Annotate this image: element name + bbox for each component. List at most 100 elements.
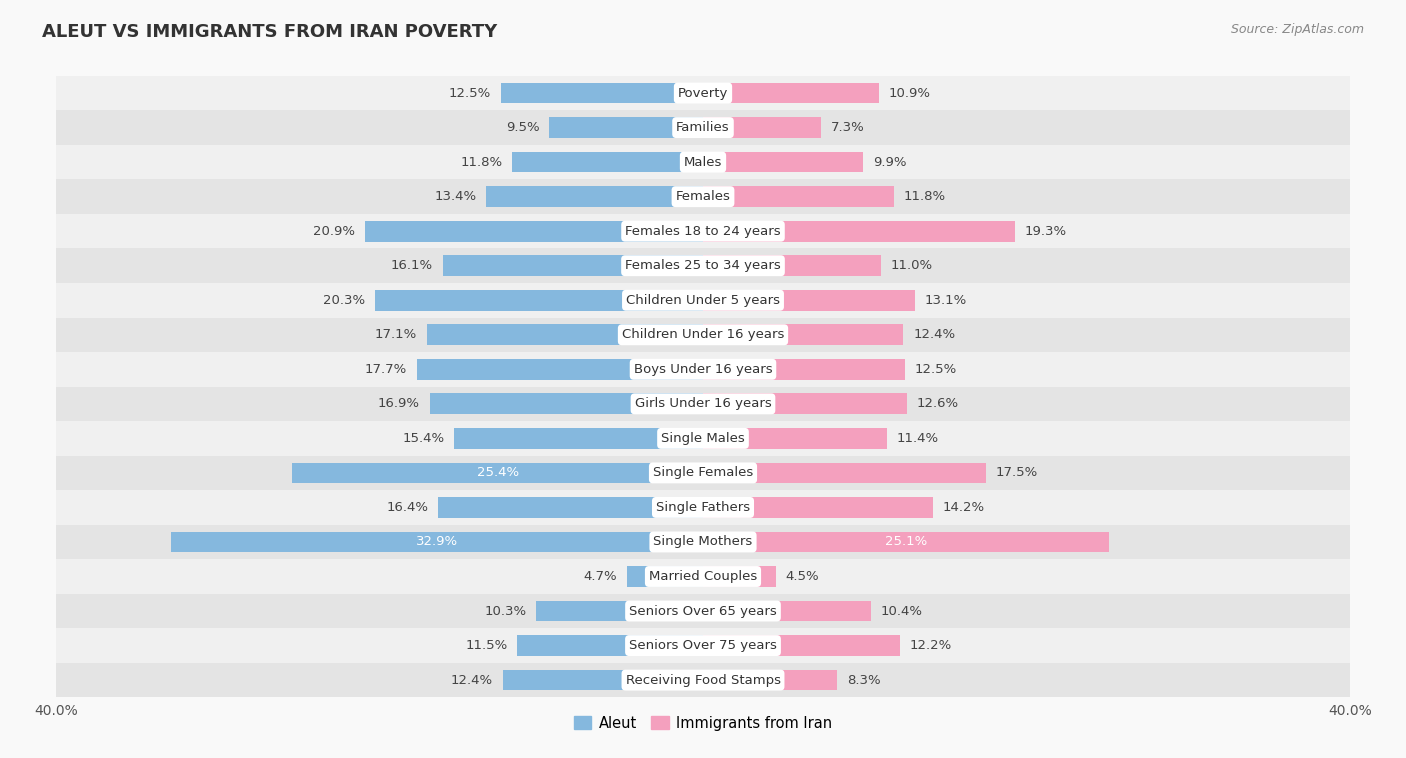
Bar (172, 531, 703, 553)
Bar (56, 387, 1350, 421)
Text: 11.0%: 11.0% (890, 259, 932, 272)
Bar (292, 462, 703, 484)
Bar (537, 600, 703, 622)
Text: 13.1%: 13.1% (925, 294, 967, 307)
Text: 19.3%: 19.3% (1025, 224, 1067, 238)
Text: Females: Females (675, 190, 731, 203)
Text: 32.9%: 32.9% (416, 535, 458, 549)
Text: 25.4%: 25.4% (477, 466, 519, 479)
Bar (430, 393, 703, 414)
Text: Children Under 16 years: Children Under 16 years (621, 328, 785, 341)
Text: Receiving Food Stamps: Receiving Food Stamps (626, 674, 780, 687)
Bar (366, 221, 703, 242)
Legend: Aleut, Immigrants from Iran: Aleut, Immigrants from Iran (568, 710, 838, 737)
Text: 20.9%: 20.9% (314, 224, 356, 238)
Bar (56, 662, 1350, 697)
Bar (56, 111, 1350, 145)
Bar (56, 249, 1350, 283)
Bar (703, 290, 915, 311)
Text: 16.1%: 16.1% (391, 259, 433, 272)
Text: Seniors Over 65 years: Seniors Over 65 years (628, 605, 778, 618)
Text: 20.3%: 20.3% (323, 294, 366, 307)
Text: Males: Males (683, 155, 723, 168)
Bar (703, 117, 821, 138)
Bar (703, 462, 986, 484)
Text: 11.8%: 11.8% (904, 190, 946, 203)
Text: 9.9%: 9.9% (873, 155, 907, 168)
Bar (703, 221, 1015, 242)
Text: Married Couples: Married Couples (650, 570, 756, 583)
Bar (501, 83, 703, 103)
Bar (443, 255, 703, 276)
Bar (703, 566, 776, 587)
Text: Single Fathers: Single Fathers (657, 501, 749, 514)
Bar (56, 594, 1350, 628)
Bar (703, 670, 837, 691)
Text: 25.1%: 25.1% (884, 535, 927, 549)
Text: 16.4%: 16.4% (387, 501, 429, 514)
Bar (703, 324, 904, 345)
Bar (416, 359, 703, 380)
Text: Poverty: Poverty (678, 86, 728, 99)
Text: 10.3%: 10.3% (485, 605, 527, 618)
Text: Single Males: Single Males (661, 432, 745, 445)
Text: 8.3%: 8.3% (846, 674, 880, 687)
Text: ALEUT VS IMMIGRANTS FROM IRAN POVERTY: ALEUT VS IMMIGRANTS FROM IRAN POVERTY (42, 23, 498, 41)
Bar (512, 152, 703, 173)
Bar (56, 214, 1350, 249)
Text: 7.3%: 7.3% (831, 121, 865, 134)
Bar (56, 490, 1350, 525)
Text: 17.7%: 17.7% (366, 363, 408, 376)
Bar (56, 180, 1350, 214)
Bar (703, 83, 879, 103)
Text: 13.4%: 13.4% (434, 190, 477, 203)
Bar (627, 566, 703, 587)
Bar (703, 600, 872, 622)
Bar (703, 393, 907, 414)
Text: 12.6%: 12.6% (917, 397, 959, 410)
Text: 14.2%: 14.2% (942, 501, 984, 514)
Text: 17.5%: 17.5% (995, 466, 1038, 479)
Bar (56, 421, 1350, 456)
Bar (56, 76, 1350, 111)
Bar (56, 352, 1350, 387)
Bar (502, 670, 703, 691)
Text: 4.7%: 4.7% (583, 570, 617, 583)
Text: 11.8%: 11.8% (460, 155, 502, 168)
Bar (454, 428, 703, 449)
Bar (517, 635, 703, 656)
Text: 17.1%: 17.1% (374, 328, 416, 341)
Bar (703, 531, 1109, 553)
Text: Children Under 5 years: Children Under 5 years (626, 294, 780, 307)
Bar (703, 359, 905, 380)
Text: 12.4%: 12.4% (914, 328, 955, 341)
Text: 12.2%: 12.2% (910, 639, 952, 652)
Bar (56, 145, 1350, 180)
Text: 10.9%: 10.9% (889, 86, 931, 99)
Bar (703, 152, 863, 173)
Text: 12.5%: 12.5% (915, 363, 957, 376)
Text: Families: Families (676, 121, 730, 134)
Bar (56, 456, 1350, 490)
Bar (437, 497, 703, 518)
Bar (56, 283, 1350, 318)
Text: 12.4%: 12.4% (451, 674, 494, 687)
Text: 15.4%: 15.4% (402, 432, 444, 445)
Bar (703, 497, 932, 518)
Text: 16.9%: 16.9% (378, 397, 420, 410)
Bar (56, 559, 1350, 594)
Text: Boys Under 16 years: Boys Under 16 years (634, 363, 772, 376)
Bar (486, 186, 703, 207)
Text: Seniors Over 75 years: Seniors Over 75 years (628, 639, 778, 652)
Text: 10.4%: 10.4% (880, 605, 922, 618)
Bar (375, 290, 703, 311)
Bar (426, 324, 703, 345)
Text: 4.5%: 4.5% (786, 570, 820, 583)
Bar (703, 428, 887, 449)
Bar (56, 318, 1350, 352)
Text: Girls Under 16 years: Girls Under 16 years (634, 397, 772, 410)
Bar (703, 255, 880, 276)
Text: Single Mothers: Single Mothers (654, 535, 752, 549)
Text: 11.4%: 11.4% (897, 432, 939, 445)
Bar (703, 186, 894, 207)
